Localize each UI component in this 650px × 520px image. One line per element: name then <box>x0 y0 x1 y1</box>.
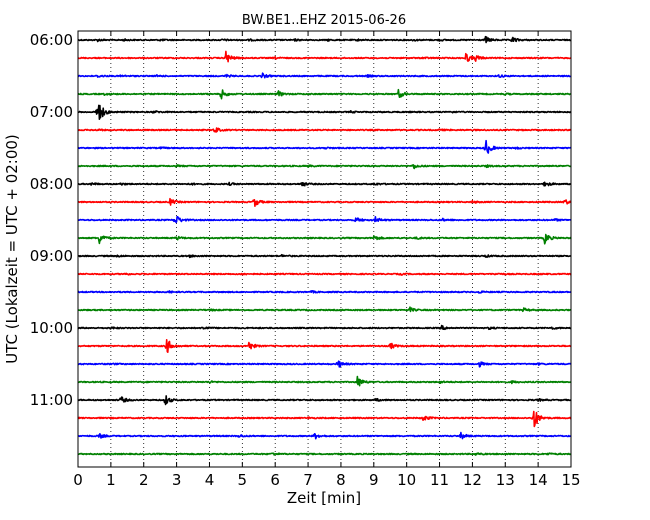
y-tick-label: 11:00 <box>30 391 73 409</box>
x-tick-label: 15 <box>561 471 580 489</box>
y-axis-label: UTC (Lokalzeit = UTC + 02:00) <box>3 134 21 364</box>
y-tick-label: 07:00 <box>30 103 73 121</box>
x-tick-label: 3 <box>172 471 182 489</box>
x-tick-label: 2 <box>139 471 149 489</box>
y-tick-label: 10:00 <box>30 319 73 337</box>
trace-0645 <box>77 88 572 100</box>
x-tick-label: 10 <box>397 471 416 489</box>
chart-title: BW.BE1..EHZ 2015-06-26 <box>242 13 406 28</box>
x-tick-label: 6 <box>270 471 280 489</box>
seismic-traces <box>77 35 572 456</box>
trace-0715 <box>77 127 572 133</box>
trace-0945 <box>77 306 572 313</box>
y-tick-label: 09:00 <box>30 247 73 265</box>
trace-0615 <box>77 50 572 63</box>
x-tick-label: 5 <box>238 471 248 489</box>
trace-0900 <box>77 253 572 259</box>
trace-0600 <box>77 35 572 44</box>
trace-0630 <box>77 72 572 79</box>
trace-1100 <box>77 395 572 406</box>
x-tick-label: 9 <box>369 471 379 489</box>
trace-1115 <box>77 410 572 428</box>
trace-1145 <box>77 452 572 456</box>
y-axis-ticks: 06:00 07:00 08:00 09:00 10:00 11:00 <box>30 31 571 409</box>
trace-0915 <box>77 272 572 276</box>
y-tick-label: 08:00 <box>30 175 73 193</box>
trace-0730 <box>77 139 572 154</box>
grid-lines <box>110 31 539 467</box>
trace-1045 <box>77 375 572 387</box>
x-tick-label: 4 <box>205 471 215 489</box>
trace-1130 <box>77 431 572 440</box>
trace-0800 <box>77 181 572 187</box>
y-tick-label: 06:00 <box>30 31 73 49</box>
x-tick-label: 12 <box>463 471 482 489</box>
x-axis-ticks: 0 1 2 3 4 5 6 7 8 9 10 11 12 13 14 15 <box>73 31 581 489</box>
trace-0845 <box>77 233 572 245</box>
trace-0930 <box>77 289 572 294</box>
trace-0830 <box>77 216 572 224</box>
x-tick-label: 8 <box>336 471 346 489</box>
trace-0815 <box>77 197 572 207</box>
plot-frame <box>77 30 572 468</box>
trace-1000 <box>77 324 572 331</box>
trace-0745 <box>77 164 572 170</box>
x-tick-label: 0 <box>73 471 83 489</box>
x-tick-label: 14 <box>529 471 548 489</box>
trace-0700 <box>77 104 572 120</box>
x-tick-label: 13 <box>496 471 515 489</box>
x-axis-label: Zeit [min] <box>287 489 361 507</box>
x-tick-label: 1 <box>106 471 116 489</box>
x-tick-label: 7 <box>303 471 313 489</box>
trace-1015 <box>77 338 572 354</box>
x-tick-label: 11 <box>430 471 449 489</box>
trace-1030 <box>77 360 572 368</box>
